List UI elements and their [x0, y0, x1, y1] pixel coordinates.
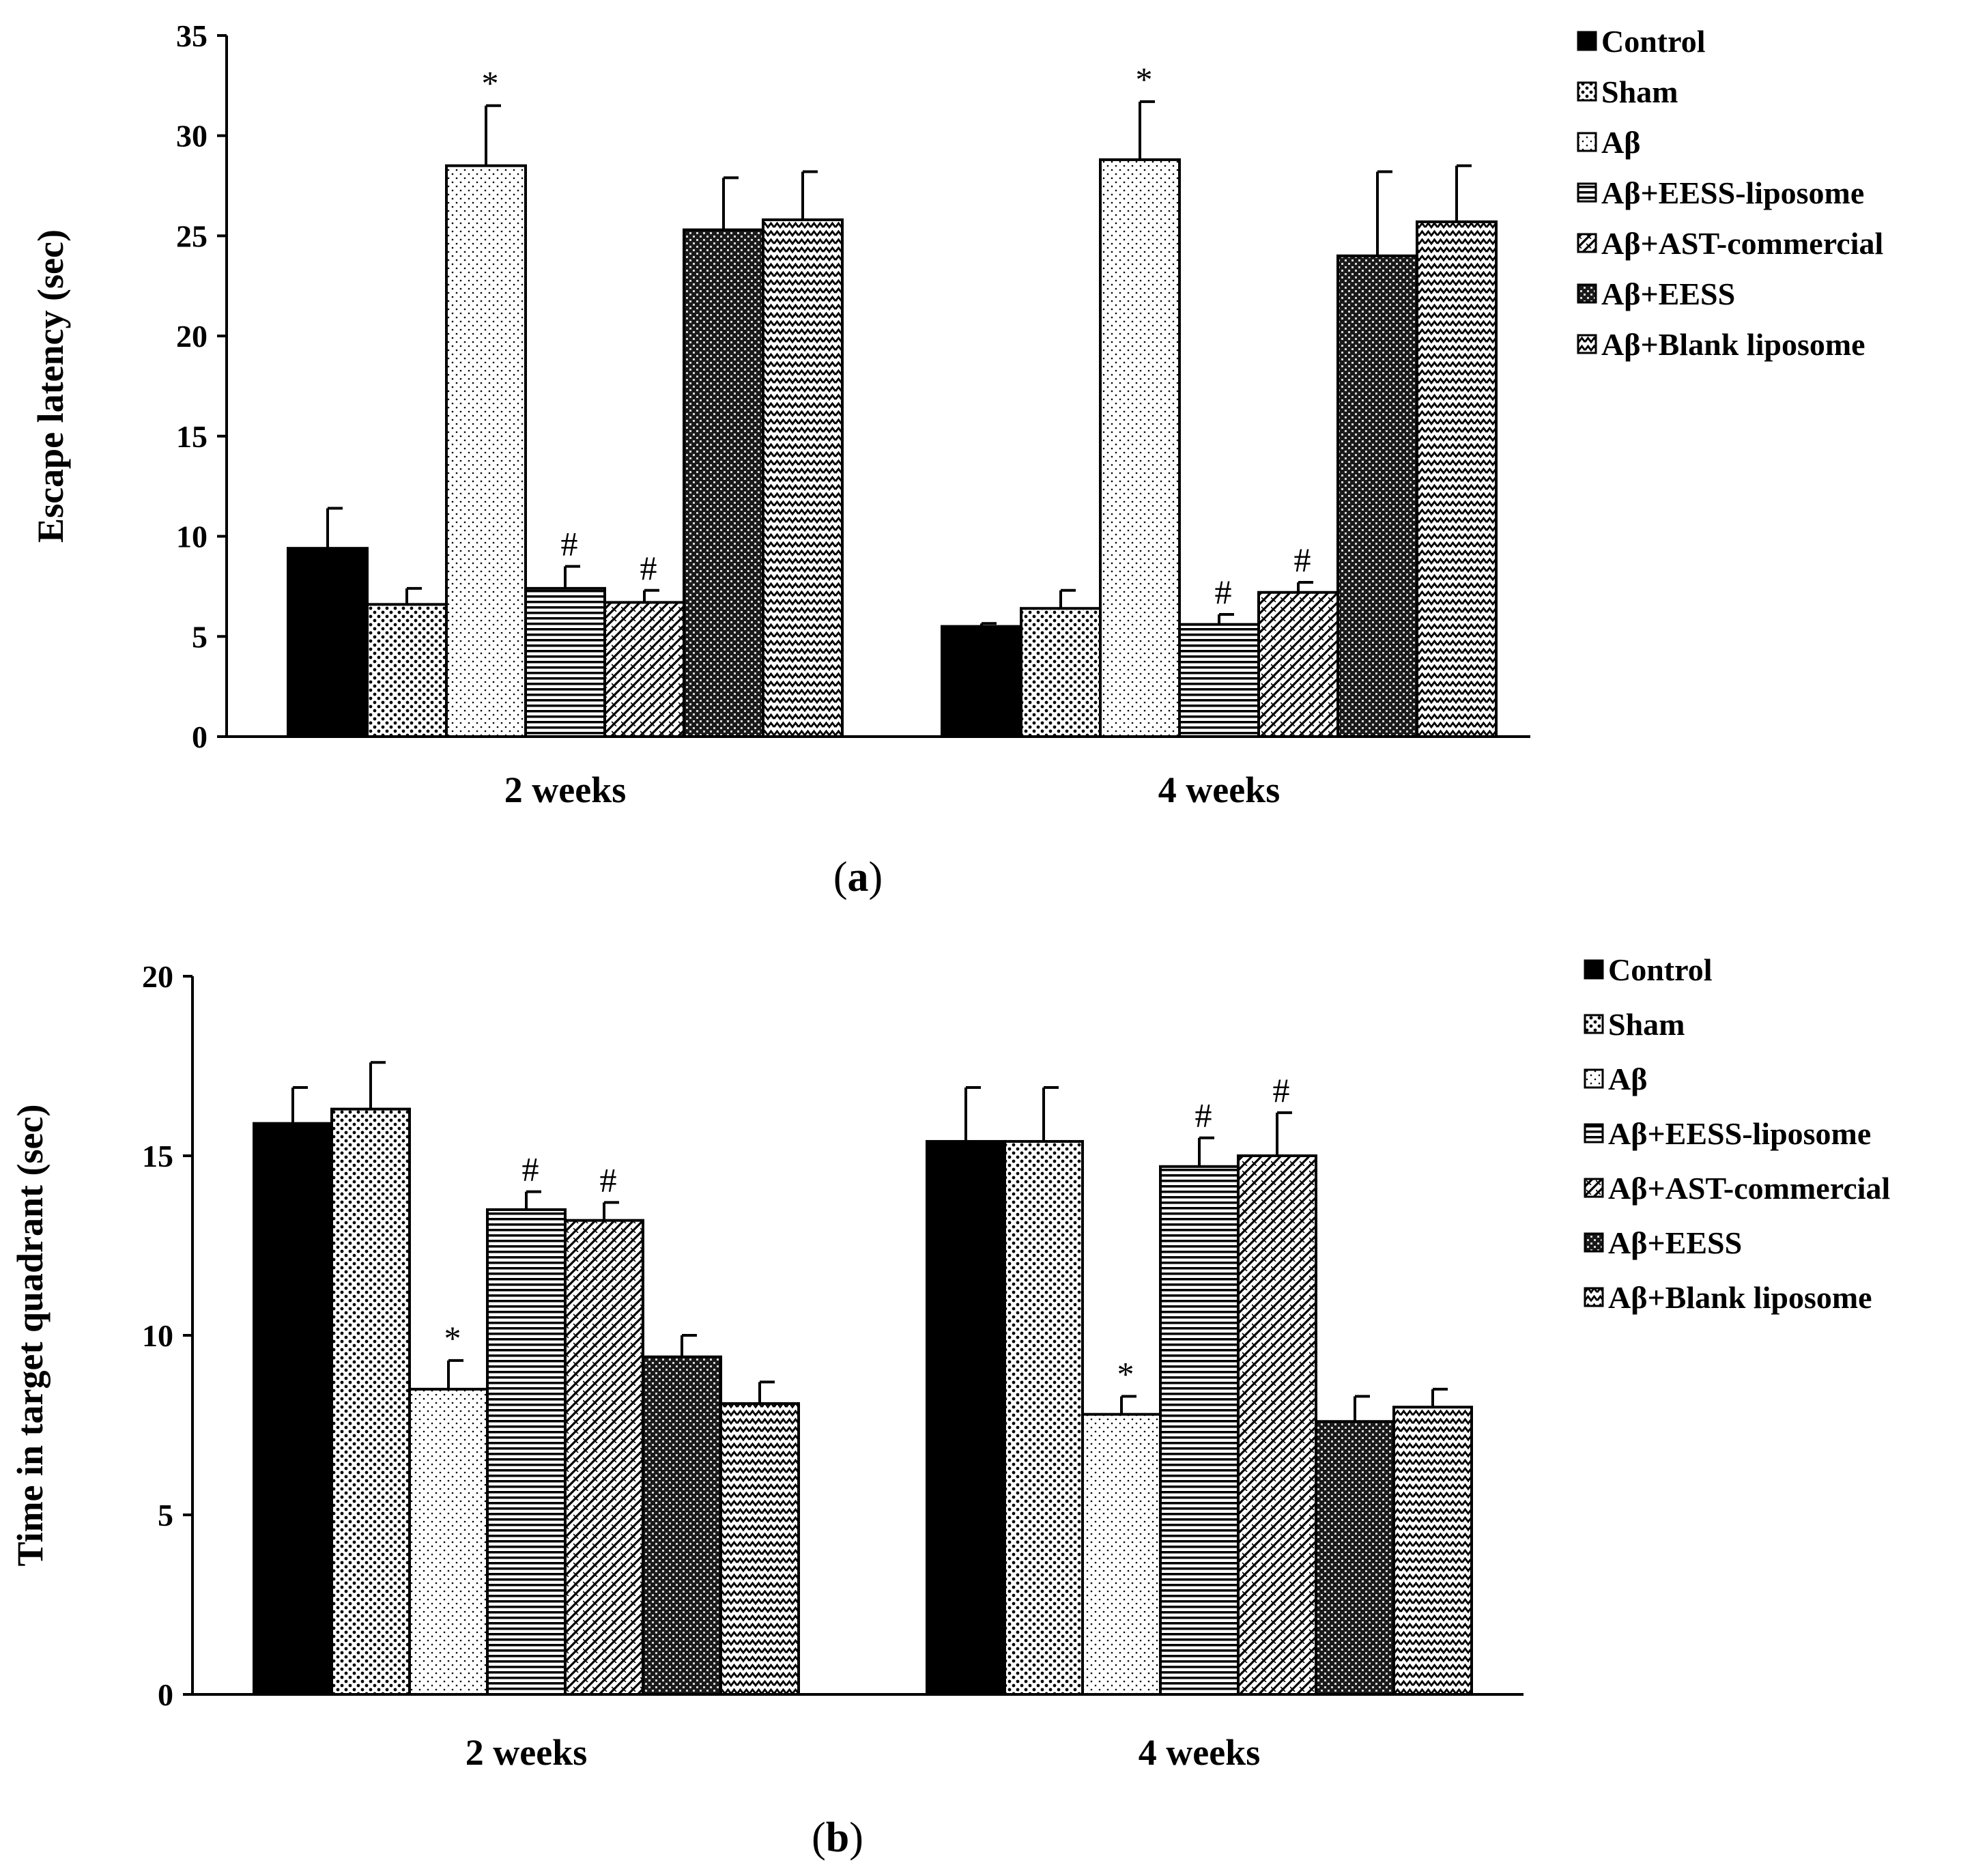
panel-a-y-tick-label-15: 15	[176, 419, 208, 454]
panel-b-y-tick-label-10: 10	[142, 1318, 173, 1353]
panel-a-y-tick-label-0: 0	[192, 720, 208, 754]
panel-b-bar-4-weeks-sham	[1003, 1139, 1084, 1696]
panel-b-label: (b)	[812, 1815, 863, 1861]
panel-b-category-label-4-weeks: 4 weeks	[1139, 1732, 1260, 1773]
panel-a-bar-2-weeks-abeta	[445, 164, 527, 738]
panel-a-bar-2-weeks-abeta-eess-liposome	[524, 586, 606, 738]
panel-b-legend-label-abeta-blank-liposome: Aβ+Blank liposome	[1608, 1280, 1872, 1315]
panel-b-legend-swatch-sham	[1584, 1014, 1604, 1034]
panel-b-bar-4-weeks-abeta-blank-liposome	[1392, 1406, 1473, 1696]
panel-a-legend-swatch-sham	[1577, 81, 1597, 102]
panel-a-sig-mark-2-weeks-abeta: *	[482, 64, 499, 102]
panel-b-sig-mark-4-weeks-abeta-ast-commercial: #	[1273, 1071, 1290, 1109]
panel-a-bar-4-weeks-abeta-eess	[1336, 254, 1418, 738]
panel-b-legend-label-abeta-ast-commercial: Aβ+AST-commercial	[1608, 1171, 1890, 1206]
panel-a-legend-label-abeta-eess: Aβ+EESS	[1601, 276, 1735, 311]
panel-b-y-axis-label: Time in target quadrant (sec)	[10, 1105, 51, 1567]
panel-b-sig-mark-2-weeks-abeta: *	[444, 1319, 461, 1357]
panel-a-bar-4-weeks-abeta-blank-liposome	[1416, 220, 1498, 739]
panel-a-bar-4-weeks-abeta-eess-liposome	[1178, 623, 1260, 738]
panel-b-y-tick-label-20: 20	[142, 959, 173, 994]
panel-a-y-tick-label-20: 20	[176, 319, 208, 354]
panel-a-legend-swatch-abeta-ast-commercial	[1577, 233, 1597, 253]
panel-a-escape-latency: 0 5 10 15 20 25 30 35 Escape latency (sec) * # #2 w…	[30, 18, 1883, 900]
panel-b-sig-mark-4-weeks-abeta-eess-liposome: #	[1195, 1096, 1212, 1135]
panel-b-bar-2-weeks-abeta-blank-liposome	[719, 1402, 800, 1696]
panel-b-legend-label-control: Control	[1608, 952, 1713, 987]
panel-b-bar-4-weeks-abeta	[1081, 1412, 1162, 1696]
panel-b-bar-2-weeks-control	[253, 1122, 333, 1696]
panel-b-sig-mark-2-weeks-abeta-ast-commercial: #	[600, 1161, 617, 1199]
panel-b-bar-2-weeks-abeta-eess	[642, 1355, 722, 1696]
panel-a-sig-mark-4-weeks-abeta-eess-liposome: #	[1215, 573, 1232, 611]
panel-b-legend-swatch-abeta-eess	[1584, 1232, 1604, 1253]
panel-a-bar-2-weeks-abeta-blank-liposome	[762, 218, 844, 738]
panel-a-y-tick-label-25: 25	[176, 218, 208, 253]
panel-a-bar-2-weeks-control	[287, 547, 369, 738]
panel-b-bar-2-weeks-sham	[330, 1107, 411, 1696]
panel-a-sig-mark-4-weeks-abeta-ast-commercial: #	[1294, 541, 1311, 579]
panel-a-y-axis-label: Escape latency (sec)	[30, 229, 71, 543]
panel-b-legend-label-abeta: Aβ	[1608, 1062, 1647, 1096]
panel-b-bar-2-weeks-abeta-ast-commercial	[564, 1219, 644, 1696]
panel-b-legend-swatch-abeta-eess-liposome	[1584, 1123, 1604, 1143]
panel-a-bar-2-weeks-abeta-ast-commercial	[603, 601, 685, 738]
panel-b-legend-label-abeta-eess-liposome: Aβ+EESS-liposome	[1608, 1116, 1871, 1151]
panel-b-bar-4-weeks-abeta-eess-liposome	[1159, 1165, 1240, 1696]
panel-b-y-tick-label-5: 5	[158, 1498, 173, 1533]
panel-b-legend-label-abeta-eess: Aβ+EESS	[1608, 1225, 1742, 1260]
panel-b-y-tick-label-15: 15	[142, 1139, 173, 1174]
panel-b-sig-mark-4-weeks-abeta: *	[1117, 1354, 1134, 1393]
panel-a-category-label-2-weeks: 2 weeks	[504, 769, 626, 810]
panel-b-legend-swatch-abeta-blank-liposome	[1584, 1287, 1604, 1307]
panel-b-legend-swatch-abeta-ast-commercial	[1584, 1178, 1604, 1198]
panel-a-category-label-4-weeks: 4 weeks	[1158, 769, 1280, 810]
panel-b-sig-mark-2-weeks-abeta-eess-liposome: #	[522, 1150, 539, 1189]
panel-a-sig-mark-4-weeks-abeta: *	[1136, 60, 1153, 98]
panel-b-legend-label-sham: Sham	[1608, 1007, 1685, 1042]
panel-b-bar-4-weeks-abeta-eess	[1315, 1420, 1395, 1696]
panel-b-bar-2-weeks-abeta-eess-liposome	[486, 1208, 567, 1696]
panel-a-bar-4-weeks-abeta-ast-commercial	[1257, 591, 1339, 739]
panel-b-bar-2-weeks-abeta	[408, 1387, 489, 1696]
panel-b-bar-4-weeks-abeta-ast-commercial	[1237, 1154, 1317, 1696]
panel-a-bar-4-weeks-control	[941, 625, 1022, 738]
panel-a-legend-label-abeta: Aβ	[1601, 125, 1640, 160]
panel-a-legend-label-abeta-blank-liposome: Aβ+Blank liposome	[1601, 327, 1865, 362]
panel-b-time-in-target-quadrant: 0 5 10 15 20 Time in target quadrant (sec) * # #…	[10, 952, 1890, 1861]
panel-b-category-label-2-weeks: 2 weeks	[466, 1732, 587, 1773]
panel-b-y-tick-label-0: 0	[158, 1677, 173, 1712]
panel-a-legend-label-abeta-ast-commercial: Aβ+AST-commercial	[1601, 226, 1883, 261]
panel-a-legend-label-abeta-eess-liposome: Aβ+EESS-liposome	[1601, 175, 1864, 210]
panel-b-legend-swatch-control	[1584, 959, 1604, 980]
panel-a-sig-mark-2-weeks-abeta-ast-commercial: #	[640, 549, 657, 587]
panel-a-legend-swatch-abeta-eess-liposome	[1577, 182, 1597, 203]
panel-a-y-tick-label-35: 35	[176, 18, 208, 53]
panel-a-bar-4-weeks-abeta	[1099, 158, 1181, 738]
panel-a-sig-mark-2-weeks-abeta-eess-liposome: #	[561, 525, 578, 563]
panel-b-legend-swatch-abeta	[1584, 1068, 1604, 1089]
panel-a-label: (a)	[833, 854, 883, 900]
panel-a-legend-swatch-abeta-blank-liposome	[1577, 334, 1597, 354]
panel-a-y-tick-label-5: 5	[192, 619, 208, 654]
panel-b-bar-4-weeks-control	[926, 1139, 1006, 1696]
panel-a-legend-label-sham: Sham	[1601, 74, 1678, 109]
panel-a-bar-2-weeks-sham	[366, 603, 448, 739]
panel-a-legend-swatch-control	[1577, 31, 1597, 51]
panel-a-legend-label-control: Control	[1601, 24, 1706, 59]
panel-a-bar-4-weeks-sham	[1020, 607, 1102, 738]
panel-a-legend-swatch-abeta-eess	[1577, 283, 1597, 304]
panel-a-legend-swatch-abeta	[1577, 132, 1597, 152]
panel-a-bar-2-weeks-abeta-eess	[683, 228, 764, 738]
panel-a-y-tick-label-10: 10	[176, 520, 208, 554]
panel-a-y-tick-label-30: 30	[176, 119, 208, 154]
